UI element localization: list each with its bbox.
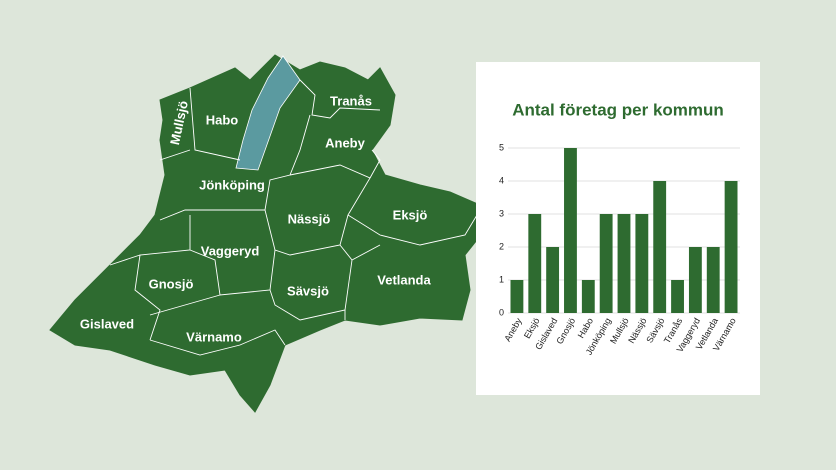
map-label: Eksjö [393, 207, 428, 222]
map-label: Habo [206, 112, 239, 127]
y-tick-label: 0 [499, 307, 504, 317]
borders [109, 79, 481, 356]
bar [599, 214, 613, 313]
map-label: Nässjö [288, 211, 331, 226]
bar [617, 214, 631, 313]
county-outline [49, 54, 486, 413]
bar [688, 247, 702, 313]
map-label: Vaggeryd [201, 243, 260, 258]
bar [706, 247, 720, 313]
map-label: Tranås [330, 93, 372, 108]
bar [528, 214, 542, 313]
map-label: Värnamo [186, 329, 242, 344]
bar [581, 280, 595, 313]
chart-title: Antal företag per kommun [512, 100, 724, 119]
bar [510, 280, 524, 313]
bar [653, 181, 667, 313]
y-tick-label: 5 [499, 142, 504, 152]
bar [724, 181, 738, 313]
map-label: Jönköping [199, 177, 265, 192]
map-label: Sävsjö [287, 283, 329, 298]
map: Mullsjö Habo Tranås Aneby Jönköping Näss… [49, 54, 486, 413]
bar [635, 214, 649, 313]
y-tick-label: 2 [499, 241, 504, 251]
map-label: Gislaved [80, 316, 134, 331]
bar [546, 247, 560, 313]
bar [564, 148, 577, 313]
bar [671, 280, 684, 313]
map-label: Aneby [325, 135, 366, 150]
y-tick-label: 3 [499, 208, 504, 218]
y-tick-label: 4 [499, 175, 504, 185]
y-tick-label: 1 [499, 274, 504, 284]
lake [235, 55, 301, 171]
map-label: Vetlanda [377, 272, 431, 287]
map-label: Gnosjö [149, 276, 194, 291]
